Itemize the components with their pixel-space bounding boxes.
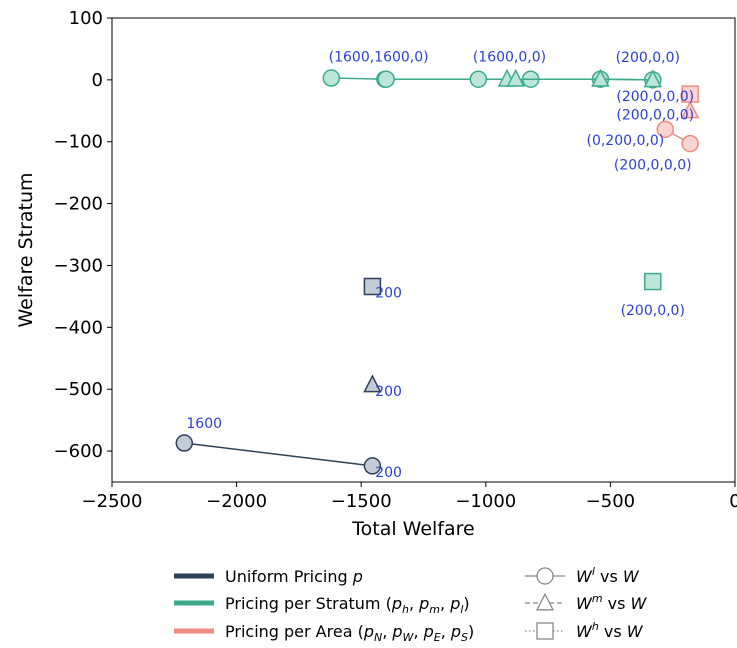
data-label: 200 [375,465,402,481]
x-tick-label: 0 [729,491,737,512]
data-point-triangle [591,68,610,87]
x-axis-label: Total Welfare [351,518,474,540]
series-square [644,272,662,291]
data-point-triangle [506,68,525,87]
data-point-square [681,85,699,103]
y-tick-label: −600 [54,441,103,462]
legend-label-uniform: Uniform Pricing p [225,567,363,586]
x-tick-label: −2000 [206,491,267,512]
plot-frame [111,17,736,483]
data-point-circle [322,69,341,87]
data-point-circle [681,134,699,153]
data-label: (200,0,0) [621,303,685,319]
data-point-triangle [363,374,382,393]
data-label: (200,0,0) [616,50,680,66]
data-label: (1600,1600,0) [329,49,429,65]
x-tick-label: −2500 [82,491,143,512]
data-point-circle [469,70,488,88]
series-triangle [363,374,382,393]
series-square [363,277,382,296]
legend-label-square: Wh​ vs W [576,620,644,641]
data-point-triangle [643,69,662,88]
x-tick-label: −1500 [331,491,392,512]
y-tick-label: −500 [54,379,103,400]
legend-marker-circle-icon [536,567,554,585]
data-point-square [363,277,382,296]
y-tick-label: 100 [69,8,103,29]
legend: Uniform Pricing p Pricing per Stratum (ph… [174,565,648,644]
series-line [506,78,653,81]
series-triangle [497,68,662,88]
data-label: (200,0,0,0) [616,89,694,105]
data-point-square [644,272,662,291]
data-point-circle [363,457,382,475]
data-point-circle [377,70,395,88]
legend-label-stratum: Pricing per Stratum (ph​, pm​, pl​) [225,594,470,616]
data-point-circle [175,434,194,452]
y-tick-label: −200 [54,194,103,215]
data-point-triangle [680,100,700,119]
series-triangle [680,100,700,119]
data-label: (200,0,0,0) [616,108,694,124]
legend-marker-square-icon [536,622,554,640]
y-tick-label: −100 [54,132,103,153]
x-tick-label: −500 [586,491,635,512]
legend-label-triangle: Wm​ vs W [576,592,648,613]
series-line [184,442,373,467]
data-label: (1600,0,0) [473,49,546,65]
data-label: (0,200,0,0) [586,133,664,149]
data-point-circle [656,120,674,139]
y-tick-label: 0 [92,70,103,91]
y-tick-label: −300 [54,255,103,276]
series-circle [175,434,382,475]
data-label: 200 [375,286,402,302]
legend-marker-triangle-icon [535,592,555,611]
y-tick-label: −400 [54,317,103,338]
y-axis-label: Welfare Stratum [15,172,37,327]
legend-label-circle: Wl​ vs W [576,565,640,586]
series-square [681,85,699,103]
series-circle [656,120,699,153]
x-tick-label: −1000 [455,491,516,512]
data-label: (200,0,0,0) [614,158,692,174]
legend-label-area: Pricing per Area (pN​, pW​, pE​, pS​) [225,622,474,644]
data-label: 200 [375,384,402,400]
data-label: 1600 [186,416,222,432]
